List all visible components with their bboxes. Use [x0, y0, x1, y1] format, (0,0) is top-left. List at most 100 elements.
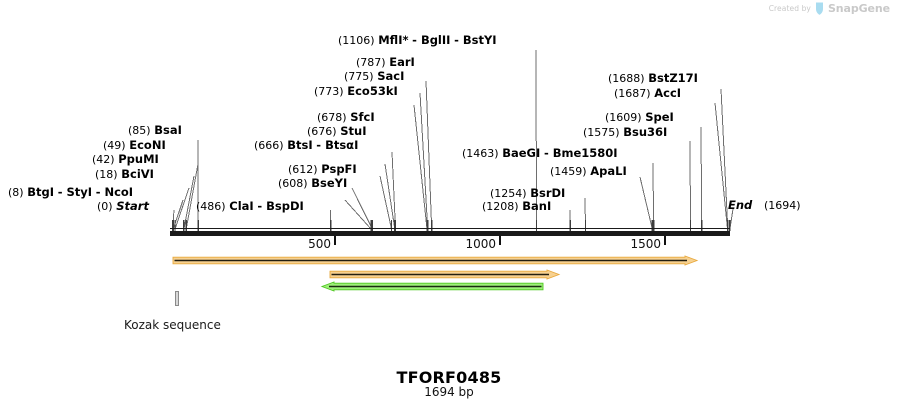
enzyme-name-ncoi: NcoI: [104, 185, 134, 199]
kozak-sequence-marker[interactable]: [175, 291, 179, 306]
enzyme-label-clai-bspdi[interactable]: (486) ClaI - BspDI: [196, 199, 304, 214]
enzyme-label-bseyi[interactable]: (608) BseYI: [278, 176, 348, 191]
ruler-tick-1500: [664, 236, 666, 245]
enzyme-position-49: (49): [103, 139, 126, 152]
enzyme-position-773: (773): [314, 85, 344, 98]
enzyme-position-1208: (1208): [482, 200, 519, 213]
enzyme-name-pspfi: PspFI: [321, 162, 357, 176]
enzyme-name-bani: BanI: [522, 199, 552, 213]
enzyme-name-btsi: BtsI: [287, 138, 313, 152]
end-marker-label[interactable]: End (1694): [728, 198, 801, 213]
ruler-label-1500: 1500: [630, 237, 661, 251]
sequence-title: TFORF0485: [396, 368, 502, 387]
snapgene-leaf-icon: [815, 2, 823, 15]
enzyme-label-bsu36i[interactable]: (1575) Bsu36I: [583, 125, 668, 140]
feature-arrow-green-1[interactable]: [320, 281, 544, 292]
enzyme-separator: -: [454, 33, 463, 47]
watermark-created-by-label: Created by: [768, 4, 811, 13]
enzyme-label-bcivi[interactable]: (18) BciVI: [95, 167, 154, 182]
enzyme-label-spei[interactable]: (1609) SpeI: [605, 110, 674, 125]
enzyme-name-eari: EarI: [389, 55, 415, 69]
enzyme-label-econi[interactable]: (49) EcoNI: [103, 138, 166, 153]
enzyme-separator: -: [95, 185, 105, 199]
enzyme-separator: -: [257, 199, 267, 213]
enzyme-name-stui: StuI: [340, 124, 367, 138]
enzyme-name-bspdi: BspDI: [266, 199, 304, 213]
enzyme-name-bsu36i: Bsu36I: [623, 125, 668, 139]
sequence-length: 1694 bp: [424, 385, 474, 399]
enzyme-position-612: (612): [288, 163, 318, 176]
enzyme-name-bme1580i: Bme1580I: [552, 146, 618, 160]
enzyme-name-btgi: BtgI: [27, 185, 55, 199]
enzyme-label-bsrdi[interactable]: (1254) BsrDI: [490, 186, 566, 201]
enzyme-name-bstz17i: BstZ17I: [648, 71, 698, 85]
enzyme-name-mfli: MflI*: [378, 33, 409, 47]
enzyme-label-stui[interactable]: (676) StuI: [307, 124, 367, 139]
enzyme-label-sfci[interactable]: (678) SfcI: [317, 111, 375, 125]
enzyme-position-1106: (1106): [338, 34, 375, 47]
enzyme-label-mfli-bglii-bstyi[interactable]: (1106) MflI* - BglII - BstYI: [338, 33, 497, 48]
feature-arrow-orange-2[interactable]: [329, 269, 561, 280]
enzyme-position-666: (666): [254, 139, 284, 152]
enzyme-position-8: (8): [8, 186, 24, 199]
enzyme-position-1459: (1459): [550, 165, 587, 178]
enzyme-position-676: (676): [307, 125, 337, 138]
enzyme-name-baegi: BaeGI: [502, 146, 541, 160]
start-position: (0): [97, 200, 113, 213]
enzyme-name-saci: SacI: [377, 69, 405, 83]
enzyme-name-ppumi: PpuMI: [118, 152, 159, 166]
enzyme-label-eari[interactable]: (787) EarI: [356, 55, 415, 70]
enzyme-name-btsai: BtsαI: [325, 138, 359, 152]
start-label: Start: [116, 199, 149, 213]
enzyme-position-1575: (1575): [583, 126, 620, 139]
enzyme-position-486: (486): [196, 200, 226, 213]
watermark-brand-label: SnapGene: [827, 2, 890, 15]
enzyme-name-apali: ApaLI: [590, 164, 627, 178]
enzyme-position-608: (608): [278, 177, 308, 190]
sequence-backbone[interactable]: [170, 231, 730, 236]
enzyme-label-pspfi[interactable]: (612) PspFI: [288, 162, 357, 177]
start-marker-label[interactable]: (0) Start: [97, 199, 149, 214]
enzyme-label-acci[interactable]: (1687) AccI: [614, 87, 681, 101]
enzyme-label-saci[interactable]: (775) SacI: [344, 69, 405, 84]
enzyme-name-econi: EcoNI: [129, 138, 166, 152]
enzyme-name-spei: SpeI: [645, 110, 674, 124]
enzyme-label-ppumi[interactable]: (42) PpuMI: [92, 152, 159, 167]
enzyme-position-678: (678): [317, 111, 347, 124]
snapgene-watermark: Created by SnapGene: [769, 2, 890, 15]
enzyme-name-bseyi: BseYI: [311, 176, 348, 190]
enzyme-position-18: (18): [95, 168, 118, 181]
ruler-label-500: 500: [308, 237, 331, 251]
enzyme-name-clai: ClaI: [229, 199, 254, 213]
ruler-tick-1000: [499, 236, 501, 245]
enzyme-label-bsai[interactable]: (85) BsaI: [128, 123, 182, 138]
enzyme-position-1609: (1609): [605, 111, 642, 124]
enzyme-label-bani[interactable]: (1208) BanI: [482, 199, 552, 214]
kozak-sequence-label: Kozak sequence: [124, 318, 221, 332]
enzyme-position-1463: (1463): [462, 147, 499, 160]
enzyme-separator: -: [412, 33, 421, 47]
enzyme-label-bstz17i[interactable]: (1688) BstZ17I: [608, 71, 698, 86]
enzyme-position-1254: (1254): [490, 187, 527, 200]
enzyme-label-btsi-btsai[interactable]: (666) BtsI - BtsαI: [254, 138, 359, 153]
enzyme-label-apali[interactable]: (1459) ApaLI: [550, 164, 627, 179]
end-label: End: [728, 198, 753, 212]
enzyme-label-btgi-styi-ncoi[interactable]: (8) BtgI - StyI - NcoI: [8, 185, 134, 200]
enzyme-name-styi: StyI: [66, 185, 93, 199]
enzyme-name-bcivi: BciVI: [121, 167, 154, 181]
enzyme-name-bstyi: BstYI: [462, 33, 497, 47]
feature-arrow-orange-1[interactable]: [172, 255, 699, 266]
enzyme-label-baegi-bme1580i[interactable]: (1463) BaeGI - Bme1580I: [462, 146, 618, 161]
enzyme-label-eco53ki[interactable]: (773) Eco53kI: [314, 84, 398, 99]
enzyme-separator: -: [57, 185, 67, 199]
enzyme-position-42: (42): [92, 153, 115, 166]
ruler-label-1000: 1000: [465, 237, 496, 251]
enzyme-name-bsrdi: BsrDI: [530, 186, 566, 200]
enzyme-position-787: (787): [356, 56, 386, 69]
end-position: (1694): [763, 199, 801, 212]
enzyme-separator: -: [316, 138, 326, 152]
ruler-tick-500: [334, 236, 336, 245]
enzyme-name-eco53ki: Eco53kI: [347, 84, 398, 98]
enzyme-name-bsai: BsaI: [154, 123, 182, 137]
